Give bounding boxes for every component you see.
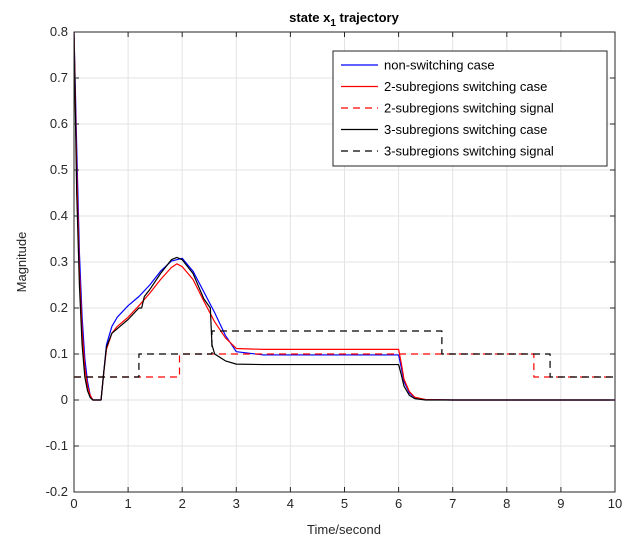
series-line-5	[74, 330, 615, 378]
legend-label: 2-subregions switching case	[384, 79, 547, 94]
x-tick-label: 5	[341, 496, 348, 511]
y-tick-label: -0.1	[46, 438, 68, 453]
legend: non-switching case 2-subregions switching…	[332, 50, 608, 167]
series-line-4	[74, 32, 615, 401]
y-tick-label: -0.2	[46, 484, 68, 499]
series-line-2	[74, 32, 615, 401]
x-tick-label: 6	[395, 496, 402, 511]
y-tick-label: 0.2	[50, 300, 68, 315]
legend-label: non-switching case	[384, 58, 495, 73]
x-tick-label: 9	[557, 496, 564, 511]
chart-title: state x1 trajectory	[289, 10, 399, 29]
y-tick-label: 0.7	[50, 70, 68, 85]
x-tick-label: 1	[124, 496, 131, 511]
tick-labels: 0 1 2 3 4 5 6 7 8 9 10 -0.2 -0.1 0 0.1 0.2 0.3 0.4 0.5 0.6 0…	[46, 24, 623, 511]
x-tick-label: 4	[287, 496, 294, 511]
y-tick-label: 0	[61, 392, 68, 407]
y-tick-label: 0.6	[50, 116, 68, 131]
y-tick-label: 0.1	[50, 346, 68, 361]
x-tick-label: 2	[179, 496, 186, 511]
series-layer	[74, 32, 615, 401]
x-tick-label: 10	[608, 496, 622, 511]
legend-label: 2-subregions switching signal	[384, 101, 554, 116]
y-tick-label: 0.8	[50, 24, 68, 39]
y-tick-label: 0.4	[50, 208, 68, 223]
x-tick-label: 8	[503, 496, 510, 511]
legend-label: 3-subregions switching case	[384, 122, 547, 137]
y-axis-label: Magnitude	[14, 232, 29, 293]
y-tick-label: 0.5	[50, 162, 68, 177]
x-tick-label: 0	[70, 496, 77, 511]
legend-label: 3-subregions switching signal	[384, 144, 554, 159]
x-tick-label: 7	[449, 496, 456, 511]
legend-box	[332, 50, 608, 167]
ticks	[73, 31, 616, 493]
legend-entries: non-switching case 2-subregions switching…	[341, 58, 554, 159]
x-axis-label: Time/second	[307, 522, 381, 537]
y-tick-label: 0.3	[50, 254, 68, 269]
x-tick-label: 3	[233, 496, 240, 511]
